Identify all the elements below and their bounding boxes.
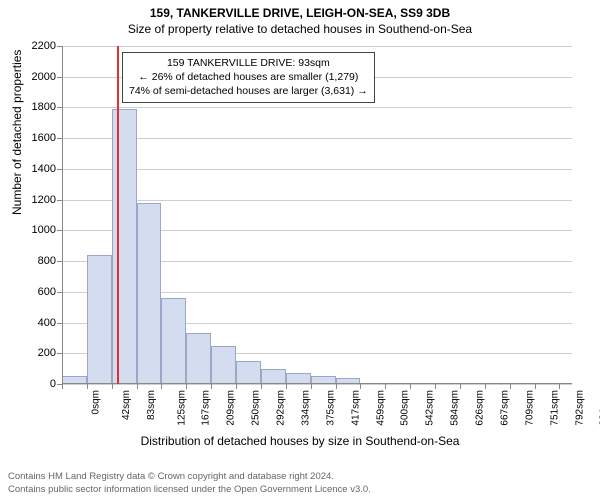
histogram-bar (161, 298, 186, 384)
xtick-mark (535, 384, 536, 389)
footer-line1: Contains HM Land Registry data © Crown c… (8, 471, 371, 483)
xtick-mark (112, 384, 113, 389)
chart-container: 159, TANKERVILLE DRIVE, LEIGH-ON-SEA, SS… (0, 0, 600, 500)
ytick-label: 1200 (16, 194, 56, 206)
gridline-h (62, 46, 572, 47)
gridline-h (62, 169, 572, 170)
xtick-label: 125sqm (176, 390, 187, 426)
xtick-label: 667sqm (500, 390, 511, 426)
histogram-bar (211, 346, 236, 384)
xtick-label: 334sqm (301, 390, 312, 426)
x-axis-line (62, 383, 572, 384)
xtick-label: 417sqm (350, 390, 361, 426)
xtick-label: 500sqm (400, 390, 411, 426)
ytick-label: 1600 (16, 132, 56, 144)
gridline-h (62, 384, 572, 385)
xtick-mark (510, 384, 511, 389)
marker-line (117, 46, 119, 384)
xtick-mark (435, 384, 436, 389)
xtick-label: 459sqm (375, 390, 386, 426)
annotation-box: 159 TANKERVILLE DRIVE: 93sqm ← 26% of de… (122, 52, 375, 103)
ytick-label: 200 (16, 347, 56, 359)
ytick-label: 1400 (16, 163, 56, 175)
chart-title-line1: 159, TANKERVILLE DRIVE, LEIGH-ON-SEA, SS… (0, 0, 600, 20)
footer-line2: Contains public sector information licen… (8, 484, 371, 496)
plot-area: 0sqm42sqm83sqm125sqm167sqm209sqm250sqm29… (62, 46, 572, 384)
xtick-label: 292sqm (276, 390, 287, 426)
xtick-label: 42sqm (121, 390, 132, 420)
annotation-line3: 74% of semi-detached houses are larger (… (129, 84, 368, 98)
xtick-label: 209sqm (226, 390, 237, 426)
gridline-h (62, 138, 572, 139)
xtick-mark (559, 384, 560, 389)
histogram-bar (261, 369, 286, 384)
xtick-mark (161, 384, 162, 389)
ytick-label: 1800 (16, 101, 56, 113)
x-axis-label: Distribution of detached houses by size … (0, 434, 600, 448)
ytick-label: 2200 (16, 40, 56, 52)
gridline-h (62, 107, 572, 108)
xtick-mark (211, 384, 212, 389)
xtick-label: 751sqm (549, 390, 560, 426)
xtick-label: 626sqm (475, 390, 486, 426)
ytick-label: 2000 (16, 71, 56, 83)
histogram-bar (87, 255, 112, 384)
ytick-label: 600 (16, 286, 56, 298)
xtick-label: 250sqm (251, 390, 262, 426)
annotation-line2: ← 26% of detached houses are smaller (1,… (129, 70, 368, 84)
xtick-mark (137, 384, 138, 389)
ytick-label: 800 (16, 255, 56, 267)
xtick-label: 542sqm (425, 390, 436, 426)
xtick-mark (485, 384, 486, 389)
xtick-mark (385, 384, 386, 389)
gridline-h (62, 200, 572, 201)
xtick-label: 709sqm (524, 390, 535, 426)
xtick-label: 375sqm (325, 390, 336, 426)
xtick-label: 584sqm (450, 390, 461, 426)
xtick-label: 167sqm (201, 390, 212, 426)
xtick-mark (360, 384, 361, 389)
footer-attribution: Contains HM Land Registry data © Crown c… (8, 471, 371, 496)
xtick-mark (261, 384, 262, 389)
ytick-label: 400 (16, 317, 56, 329)
xtick-mark (236, 384, 237, 389)
xtick-mark (286, 384, 287, 389)
xtick-label: 0sqm (90, 390, 101, 414)
xtick-mark (336, 384, 337, 389)
histogram-bar (186, 333, 211, 384)
annotation-line1: 159 TANKERVILLE DRIVE: 93sqm (129, 56, 368, 70)
y-axis-line (62, 46, 63, 384)
ytick-label: 1000 (16, 224, 56, 236)
xtick-mark (410, 384, 411, 389)
histogram-bar (112, 109, 137, 384)
chart-title-line2: Size of property relative to detached ho… (0, 20, 600, 36)
histogram-bar (137, 203, 162, 384)
xtick-mark (87, 384, 88, 389)
histogram-bar (236, 361, 261, 384)
ytick-label: 0 (16, 378, 56, 390)
xtick-label: 83sqm (146, 390, 157, 420)
xtick-mark (460, 384, 461, 389)
xtick-label: 792sqm (574, 390, 585, 426)
xtick-mark (311, 384, 312, 389)
xtick-mark (62, 384, 63, 389)
xtick-mark (186, 384, 187, 389)
